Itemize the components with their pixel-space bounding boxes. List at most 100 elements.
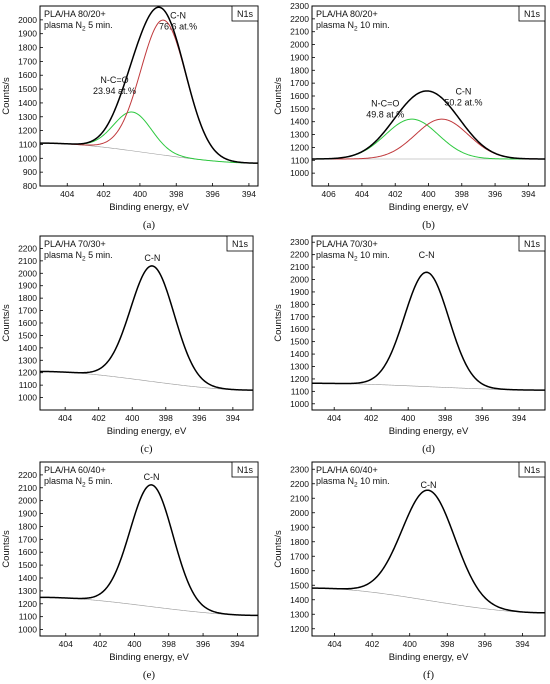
y-tick-label: 1900 bbox=[290, 287, 309, 297]
sample-label: PLA/HA 60/40+ bbox=[44, 465, 106, 475]
y-tick-label: 2000 bbox=[18, 268, 37, 278]
x-tick-label: 402 bbox=[92, 413, 106, 423]
panel-label: (e) bbox=[143, 669, 156, 681]
y-tick-label: 1800 bbox=[290, 65, 309, 75]
x-tick-label: 400 bbox=[403, 639, 417, 649]
y-tick-label: 1700 bbox=[18, 306, 37, 316]
y-tick-label: 1500 bbox=[18, 84, 37, 94]
chart-panel-a: 800 900 1000 1100 1200 1300 1400 1500 1600 1700 18… bbox=[1, 5, 259, 231]
x-axis-title: Binding energy, eV bbox=[109, 202, 189, 213]
envelope-curve bbox=[40, 265, 253, 391]
y-tick-label: 1900 bbox=[18, 29, 37, 39]
chart-panel-b: 1000 1100 1200 1300 1400 1500 1600 1700 1800 1900… bbox=[273, 1, 546, 231]
y-tick-label: 1300 bbox=[290, 130, 309, 140]
y-tick-label: 1500 bbox=[290, 580, 309, 590]
y-tick-label: 1600 bbox=[290, 324, 309, 334]
chart-panel-f: 1200 1300 1400 1500 1600 1700 1800 1900 2000 2100… bbox=[273, 461, 546, 681]
x-tick-label: 394 bbox=[521, 189, 535, 199]
y-tick-label: 1700 bbox=[290, 312, 309, 322]
y-tick-label: 2200 bbox=[290, 479, 309, 489]
x-tick-label: 394 bbox=[242, 189, 256, 199]
spectrum-label: N1s bbox=[237, 9, 254, 19]
x-tick-label: 402 bbox=[365, 639, 379, 649]
x-tick-label: 404 bbox=[59, 639, 73, 649]
y-tick-label: 800 bbox=[23, 181, 37, 191]
y-tick-label: 2100 bbox=[290, 493, 309, 503]
treatment-label: plasma N2 5 min. bbox=[44, 250, 113, 263]
y-tick-label: 2100 bbox=[18, 256, 37, 266]
treatment-label: plasma N2 10 min. bbox=[316, 476, 390, 489]
y-tick-label: 1400 bbox=[290, 595, 309, 605]
x-tick-label: 398 bbox=[162, 639, 176, 649]
y-axis-title: Counts/s bbox=[1, 304, 12, 342]
treatment-duration: 10 min. bbox=[358, 250, 390, 260]
y-tick-label: 1500 bbox=[18, 330, 37, 340]
y-tick-label: 1200 bbox=[18, 126, 37, 136]
y-tick-label: 1600 bbox=[290, 566, 309, 576]
y-tick-label: 2000 bbox=[290, 40, 309, 50]
treatment-subscript: 2 bbox=[82, 256, 86, 263]
y-tick-label: 1300 bbox=[18, 586, 37, 596]
treatment-label: plasma N2 10 min. bbox=[316, 250, 390, 263]
y-tick-label: 2300 bbox=[290, 1, 309, 11]
x-tick-label: 396 bbox=[488, 189, 502, 199]
treatment-text: plasma N bbox=[44, 476, 82, 486]
y-tick-label: 1100 bbox=[291, 386, 310, 396]
y-tick-label: 2100 bbox=[290, 262, 309, 272]
y-tick-label: 1300 bbox=[18, 355, 37, 365]
spectrum-label: N1s bbox=[524, 465, 541, 475]
y-tick-label: 1000 bbox=[18, 153, 37, 163]
sample-label: PLA/HA 70/30+ bbox=[44, 239, 106, 249]
treatment-duration: 5 min. bbox=[86, 20, 113, 30]
y-tick-label: 2200 bbox=[18, 243, 37, 253]
spectrum-box bbox=[231, 5, 259, 22]
x-tick-label: 400 bbox=[125, 413, 139, 423]
curves bbox=[40, 484, 258, 617]
y-tick-label: 1700 bbox=[290, 551, 309, 561]
spectrum-label: N1s bbox=[237, 465, 254, 475]
y-tick-label: 2000 bbox=[290, 275, 309, 285]
y-tick-label: 1900 bbox=[290, 52, 309, 62]
spectrum-box bbox=[518, 5, 546, 22]
background-line bbox=[40, 371, 253, 391]
envelope-curve bbox=[312, 90, 545, 160]
component-peak-n-c-o bbox=[312, 118, 545, 160]
peak-annotation: C-N bbox=[144, 472, 160, 482]
component-peak-n-c-o bbox=[40, 111, 258, 164]
curves bbox=[312, 90, 545, 160]
x-tick-label: 402 bbox=[364, 413, 378, 423]
sample-label: PLA/HA 70/30+ bbox=[316, 239, 378, 249]
y-tick-label: 2100 bbox=[290, 27, 309, 37]
y-tick-label: 1100 bbox=[19, 380, 38, 390]
y-tick-label: 2200 bbox=[290, 14, 309, 24]
y-tick-label: 1800 bbox=[18, 521, 37, 531]
spectrum-box bbox=[231, 461, 259, 478]
plot-frame bbox=[39, 5, 259, 187]
y-tick-label: 1400 bbox=[18, 98, 37, 108]
peak-annotation: 76.6 at.% bbox=[159, 21, 197, 31]
y-tick-label: 1500 bbox=[290, 104, 309, 114]
x-tick-label: 396 bbox=[196, 639, 210, 649]
x-axis-title: Binding energy, eV bbox=[109, 652, 189, 663]
x-tick-label: 394 bbox=[515, 639, 529, 649]
x-tick-label: 400 bbox=[421, 189, 435, 199]
y-tick-label: 2100 bbox=[18, 483, 37, 493]
treatment-text: plasma N bbox=[316, 20, 354, 30]
curves bbox=[312, 271, 545, 391]
y-tick-label: 1200 bbox=[18, 599, 37, 609]
y-tick-label: 1800 bbox=[18, 43, 37, 53]
spectrum-label: N1s bbox=[524, 9, 541, 19]
x-axis-title: Binding energy, eV bbox=[389, 426, 469, 437]
y-tick-label: 1900 bbox=[18, 509, 37, 519]
y-tick-label: 1800 bbox=[18, 293, 37, 303]
y-tick-label: 2000 bbox=[18, 496, 37, 506]
treatment-subscript: 2 bbox=[354, 482, 358, 489]
y-tick-label: 1100 bbox=[19, 139, 38, 149]
spectrum-box bbox=[518, 461, 546, 478]
y-tick-label: 1100 bbox=[19, 612, 38, 622]
y-tick-label: 1400 bbox=[290, 349, 309, 359]
x-tick-label: 394 bbox=[226, 413, 240, 423]
y-axis-title: Counts/s bbox=[273, 530, 284, 568]
y-tick-label: 1200 bbox=[290, 624, 309, 634]
